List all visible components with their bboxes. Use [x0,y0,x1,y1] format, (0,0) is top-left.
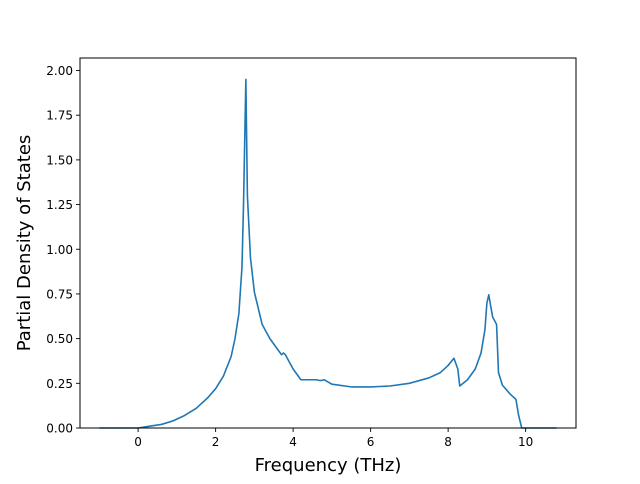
y-tick-label: 0.50 [46,332,73,346]
x-tick-label: 4 [289,435,297,449]
x-tick-label: 0 [134,435,142,449]
y-tick-label: 1.50 [46,153,73,167]
y-tick-label: 1.75 [46,109,73,123]
y-tick-label: 0.00 [46,422,73,436]
x-tick-label: 2 [212,435,220,449]
x-tick-label: 6 [367,435,375,449]
x-axis-ticks: 0 2 4 6 8 10 [134,428,533,449]
y-tick-label: 0.75 [46,287,73,301]
y-tick-label: 1.00 [46,243,73,257]
x-tick-label: 8 [444,435,452,449]
y-tick-label: 0.25 [46,377,73,391]
x-axis-label: Frequency (THz) [255,455,402,476]
y-tick-label: 2.00 [46,64,73,78]
axes-frame [79,57,577,429]
plot-line-layer [99,78,557,429]
y-axis-label: Partial Density of States [14,135,35,352]
y-axis-ticks: 0.00 0.25 0.50 0.75 1.00 1.25 1.50 1.75 2.00 [46,64,80,436]
x-tick-label: 10 [518,435,533,449]
y-tick-label: 1.25 [46,198,73,212]
series-line-0 [99,78,557,429]
